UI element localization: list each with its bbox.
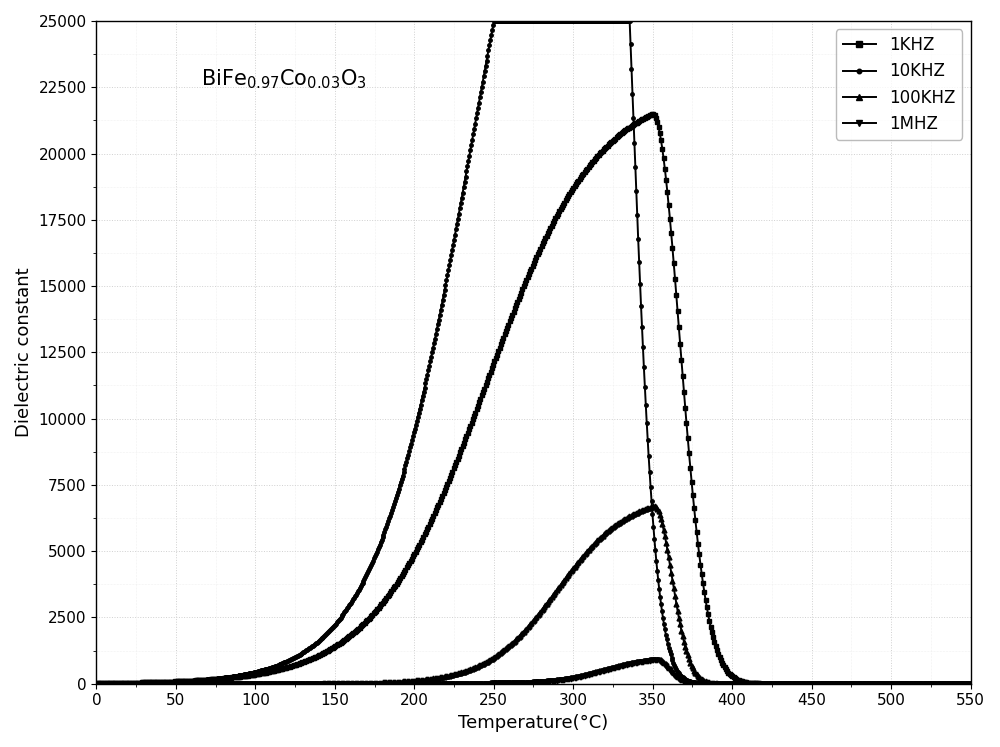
1KHZ (856, 679, 868, 688)
1KHZ (965, 679, 977, 688)
10KHZ (90, 679, 102, 688)
10KHZ (856, 679, 868, 688)
1MHZ (965, 679, 977, 688)
1KHZ (874, 679, 886, 688)
1KHZ (354, 622, 366, 631)
100KHZ (648, 502, 660, 511)
Y-axis label: Dielectric constant: Dielectric constant (15, 267, 33, 437)
100KHZ (437, 672, 449, 681)
1MHZ (132, 679, 144, 688)
100KHZ (264, 679, 276, 688)
1KHZ (647, 109, 659, 118)
1MHZ (856, 679, 868, 688)
1KHZ (90, 679, 102, 688)
Line: 100KHZ: 100KHZ (94, 503, 973, 686)
10KHZ (437, 292, 449, 301)
Line: 1KHZ: 1KHZ (94, 111, 973, 686)
Text: BiFe$_{0.97}$Co$_{0.03}$O$_3$: BiFe$_{0.97}$Co$_{0.03}$O$_3$ (201, 67, 367, 91)
1MHZ (90, 679, 102, 688)
10KHZ (874, 679, 886, 688)
1MHZ (650, 655, 662, 664)
Line: 10KHZ: 10KHZ (95, 19, 972, 686)
1MHZ (264, 679, 276, 688)
100KHZ (856, 679, 868, 688)
100KHZ (132, 679, 144, 688)
100KHZ (354, 678, 366, 687)
X-axis label: Temperature(°C): Temperature(°C) (458, 714, 609, 732)
10KHZ (488, 16, 500, 25)
10KHZ (264, 663, 276, 672)
Line: 1MHZ: 1MHZ (94, 657, 973, 686)
10KHZ (965, 679, 977, 688)
1MHZ (874, 679, 886, 688)
1KHZ (437, 489, 449, 498)
1KHZ (264, 667, 276, 676)
100KHZ (874, 679, 886, 688)
100KHZ (965, 679, 977, 688)
1MHZ (437, 679, 449, 688)
1MHZ (354, 679, 366, 688)
100KHZ (90, 679, 102, 688)
10KHZ (354, 583, 366, 592)
1KHZ (132, 678, 144, 687)
10KHZ (132, 678, 144, 687)
Legend: 1KHZ, 10KHZ, 100KHZ, 1MHZ: 1KHZ, 10KHZ, 100KHZ, 1MHZ (836, 29, 962, 140)
